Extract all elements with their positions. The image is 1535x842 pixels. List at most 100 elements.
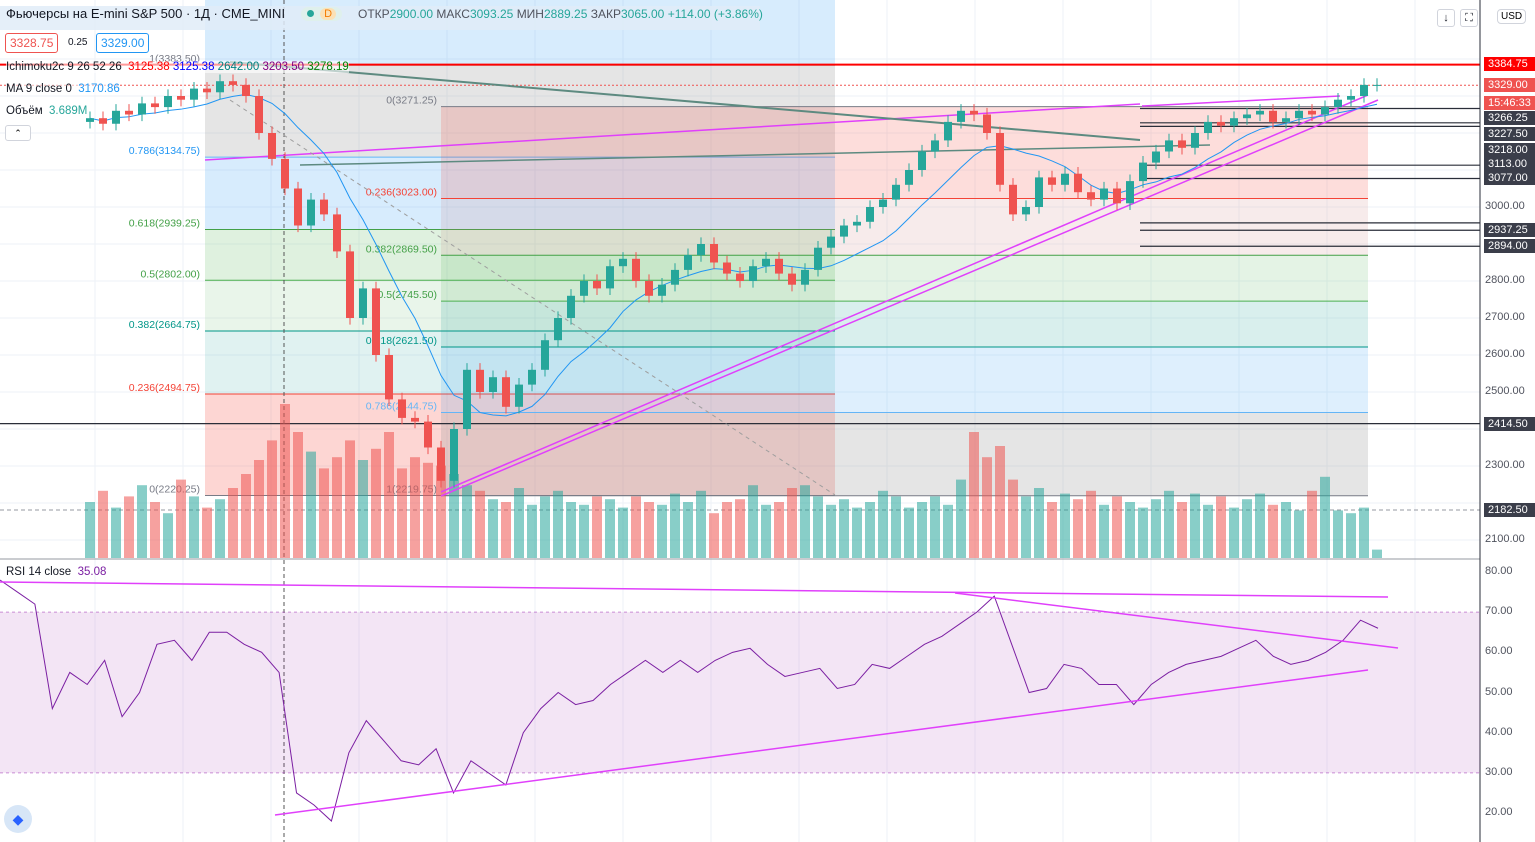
volume-bar xyxy=(267,440,277,558)
candle-body xyxy=(333,214,341,252)
volume-bar xyxy=(85,502,95,558)
candle-body xyxy=(216,81,224,93)
price-tag: 3266.25 xyxy=(1484,111,1535,125)
candle-body xyxy=(528,369,536,385)
volume-bar xyxy=(1281,502,1291,558)
candle-body xyxy=(255,96,263,133)
candle-body xyxy=(775,258,783,274)
price-tag: 2937.25 xyxy=(1484,223,1535,237)
candle-body xyxy=(502,377,510,407)
rsi-band xyxy=(0,612,1480,773)
volume-bar xyxy=(748,485,758,558)
candle-body xyxy=(294,188,302,226)
volume-legend[interactable]: Объём 3.689M xyxy=(6,105,88,117)
fib-label: 0(2220.25) xyxy=(149,484,200,496)
candle-body xyxy=(424,421,432,448)
volume-bar xyxy=(397,468,407,558)
candle-body xyxy=(1100,188,1108,200)
candle-body xyxy=(606,266,614,289)
price-tag: 3329.00 xyxy=(1484,78,1535,92)
dashed-diagonal xyxy=(229,99,836,496)
volume-bar xyxy=(1164,490,1174,558)
candle-body xyxy=(658,284,666,296)
high-value: 3093.25 xyxy=(469,6,514,21)
volume-bar xyxy=(800,485,810,558)
candle-body xyxy=(710,244,718,263)
currency-button[interactable]: USD xyxy=(1497,9,1527,24)
candle-body xyxy=(749,266,757,281)
candle-body xyxy=(1373,84,1381,86)
candle-body xyxy=(151,103,159,108)
fullscreen-button[interactable]: ⛶ xyxy=(1460,9,1478,27)
fib-label: 0.5(2745.50) xyxy=(377,289,437,301)
market-status-badge[interactable]: D xyxy=(301,6,343,21)
scroll-to-latest-button[interactable]: ↓ xyxy=(1437,9,1455,27)
candle-body xyxy=(1321,107,1329,115)
rsi-axis-label: 70.00 xyxy=(1485,605,1513,618)
price-axis-label: 2600.00 xyxy=(1485,348,1525,360)
volume-bar xyxy=(1307,490,1317,558)
fib-label: 0(3271.25) xyxy=(386,95,437,107)
buy-price-button[interactable]: 3329.00 xyxy=(96,33,150,53)
price-axis-label: 2500.00 xyxy=(1485,385,1525,397)
volume-bar xyxy=(566,502,576,558)
volume-bar xyxy=(436,465,446,558)
trend-line xyxy=(204,103,1141,161)
candle-body xyxy=(1061,173,1069,185)
change-value: +114.00 (+3.86%) xyxy=(667,6,763,21)
ma-legend[interactable]: MA 9 close 0 3170.86 xyxy=(6,83,120,95)
volume-bar xyxy=(852,507,862,558)
candle-body xyxy=(918,151,926,170)
price-tag: 2414.50 xyxy=(1484,417,1535,431)
candle-body xyxy=(944,121,952,141)
candle-body xyxy=(489,377,497,392)
volume-bar xyxy=(995,446,1005,558)
collapse-legend-button[interactable]: ⌃ xyxy=(5,125,31,141)
sell-price-button[interactable]: 3328.75 xyxy=(5,33,59,53)
tradingview-logo-icon[interactable]: ◆ xyxy=(4,805,32,833)
candle-body xyxy=(1139,162,1147,182)
volume-bar xyxy=(826,504,836,558)
fib-label: 0.5(2802.00) xyxy=(140,268,200,280)
price-axis-label: 3000.00 xyxy=(1485,200,1525,212)
volume-bar xyxy=(228,488,238,558)
candle-body xyxy=(99,118,107,124)
volume-bar xyxy=(631,496,641,558)
candle-body xyxy=(840,225,848,237)
volume-bar xyxy=(475,490,485,558)
volume-bar xyxy=(176,479,186,558)
volume-bar xyxy=(1294,510,1304,558)
rsi-legend[interactable]: RSI 14 close 35.08 xyxy=(6,566,106,578)
volume-bar xyxy=(514,488,524,558)
candle-body xyxy=(671,269,679,285)
candle-body xyxy=(801,269,809,285)
candle-body xyxy=(983,114,991,133)
rsi-axis-label: 80.00 xyxy=(1485,565,1513,577)
volume-bar xyxy=(1268,504,1278,558)
symbol-title[interactable]: Фьючерсы на E-mini S&P 500 · 1Д · CME_MI… xyxy=(6,6,286,21)
fib-label: 0.236(3023.00) xyxy=(366,186,437,198)
candle-body xyxy=(866,207,874,222)
volume-bar xyxy=(1008,479,1018,558)
fib-zone xyxy=(441,412,1368,496)
volume-bar xyxy=(150,502,160,558)
candle-body xyxy=(463,369,471,429)
fib-label: 0.236(2494.75) xyxy=(129,382,200,394)
volume-bar xyxy=(1060,493,1070,558)
candle-body xyxy=(931,140,939,152)
candle-body xyxy=(580,281,588,296)
volume-bar xyxy=(605,499,615,558)
low-label: МИН xyxy=(516,6,544,21)
rsi-trend-line xyxy=(274,669,1369,816)
fib-label: 0.786(3134.75) xyxy=(129,145,200,157)
ichimoku-legend[interactable]: Ichimoku2c 9 26 52 26 3125.38 3125.38 26… xyxy=(6,61,349,73)
rsi-axis-label: 30.00 xyxy=(1485,765,1513,778)
open-value: 2900.00 xyxy=(389,6,434,21)
candle-body xyxy=(593,281,601,289)
candle-body xyxy=(684,255,692,270)
ma-line xyxy=(89,93,1378,417)
ichimoku-base: 3125.38 xyxy=(172,61,215,73)
close-label: ЗАКР xyxy=(590,6,621,21)
volume-bar xyxy=(969,432,979,558)
